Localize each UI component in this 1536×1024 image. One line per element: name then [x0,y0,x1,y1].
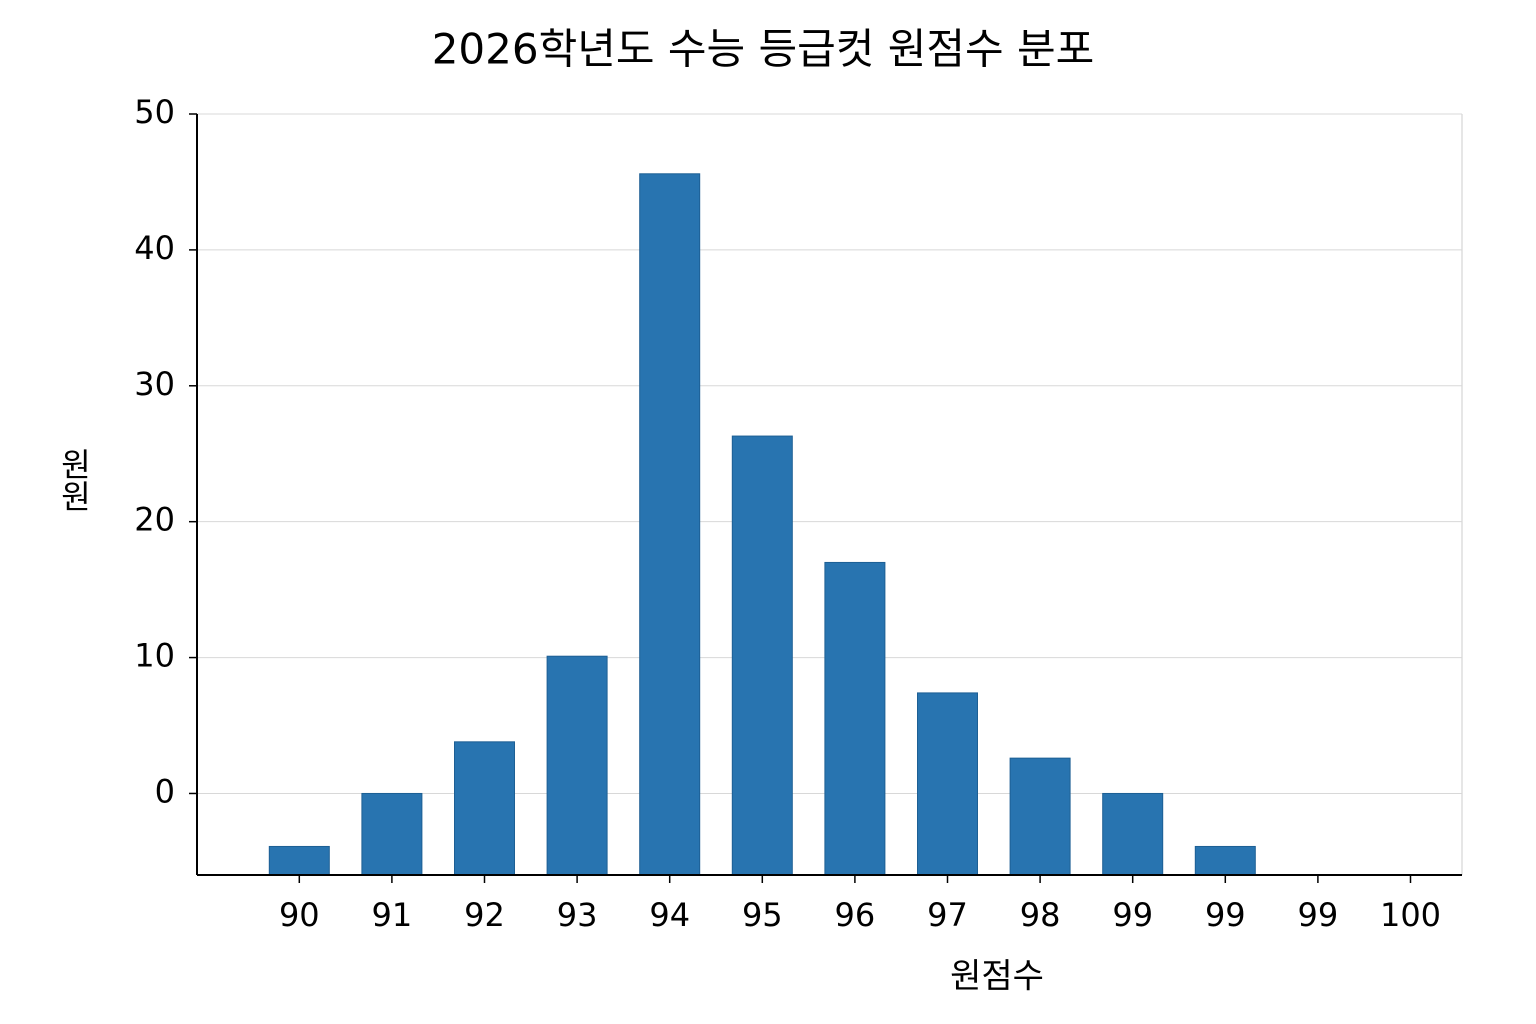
x-tick-label: 98 [1020,896,1061,934]
bar [454,741,515,876]
bar [917,692,978,876]
x-tick-label: 99 [1205,896,1246,934]
bar [268,845,330,876]
x-tick-label: 90 [279,896,320,934]
x-tick-label: 96 [835,896,876,934]
bar [361,792,423,876]
y-tick-label: 30 [134,365,175,403]
x-tick-label: 92 [464,896,505,934]
x-tick-label: 100 [1380,896,1441,934]
x-tick-label: 94 [649,896,690,934]
y-tick-label: 10 [134,637,175,675]
x-axis-label: 원점수 [950,957,1044,997]
chart-title: 2026학년도 수능 등급컷 원점수 분포 [432,25,1095,74]
bar [639,173,701,876]
bar [1194,845,1256,876]
bar [1102,792,1164,876]
x-tick-label: 91 [372,896,413,934]
bar [824,561,886,876]
y-tick-label: 50 [134,93,175,131]
y-tick-label: 0 [155,772,175,810]
y-tick-label: 40 [134,229,175,267]
bar [731,435,793,876]
y-axis-label: 원원 [55,448,93,512]
x-tick-label: 97 [927,896,968,934]
x-tick-label: 95 [742,896,783,934]
y-tick-label: 20 [134,501,175,539]
bar [546,655,608,876]
x-tick-label: 99 [1112,896,1153,934]
bar [1009,757,1071,876]
x-tick-label: 99 [1298,896,1339,934]
x-tick-label: 93 [557,896,598,934]
